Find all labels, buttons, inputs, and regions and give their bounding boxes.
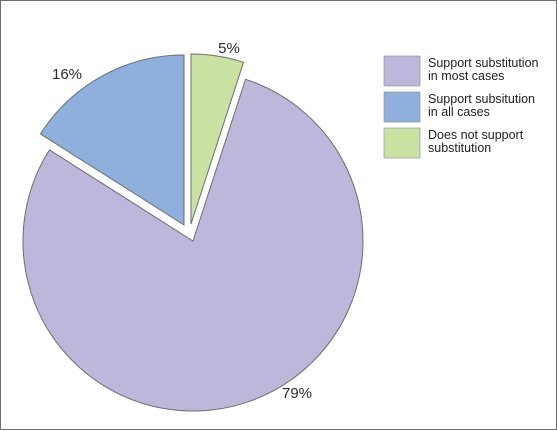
- legend-swatch-0: [383, 55, 421, 87]
- pie-slices: [22, 53, 364, 412]
- legend-label-1-line-0: Support subsitution: [428, 92, 535, 106]
- legend-label-2-line-1: substitution: [428, 141, 491, 155]
- legend-label-0-line-1: in most cases: [428, 69, 504, 83]
- pie-value-labels: 5% 79% 16%: [52, 40, 312, 402]
- slice-value-label-0: 79%: [282, 385, 312, 402]
- pie-slice-0: [22, 78, 364, 412]
- pie-slice-2: [190, 53, 245, 225]
- legend-label-1-line-1: in all cases: [428, 105, 490, 119]
- legend-label-2-line-0: Does not support: [428, 128, 524, 142]
- slice-value-label-1: 16%: [52, 66, 82, 83]
- legend-swatch-1: [383, 91, 421, 123]
- pie-slice-1: [39, 54, 185, 226]
- legend-swatch-2: [383, 127, 421, 159]
- slice-value-label-2: 5%: [218, 40, 240, 57]
- legend-label-0-line-0: Support substitution: [428, 56, 539, 70]
